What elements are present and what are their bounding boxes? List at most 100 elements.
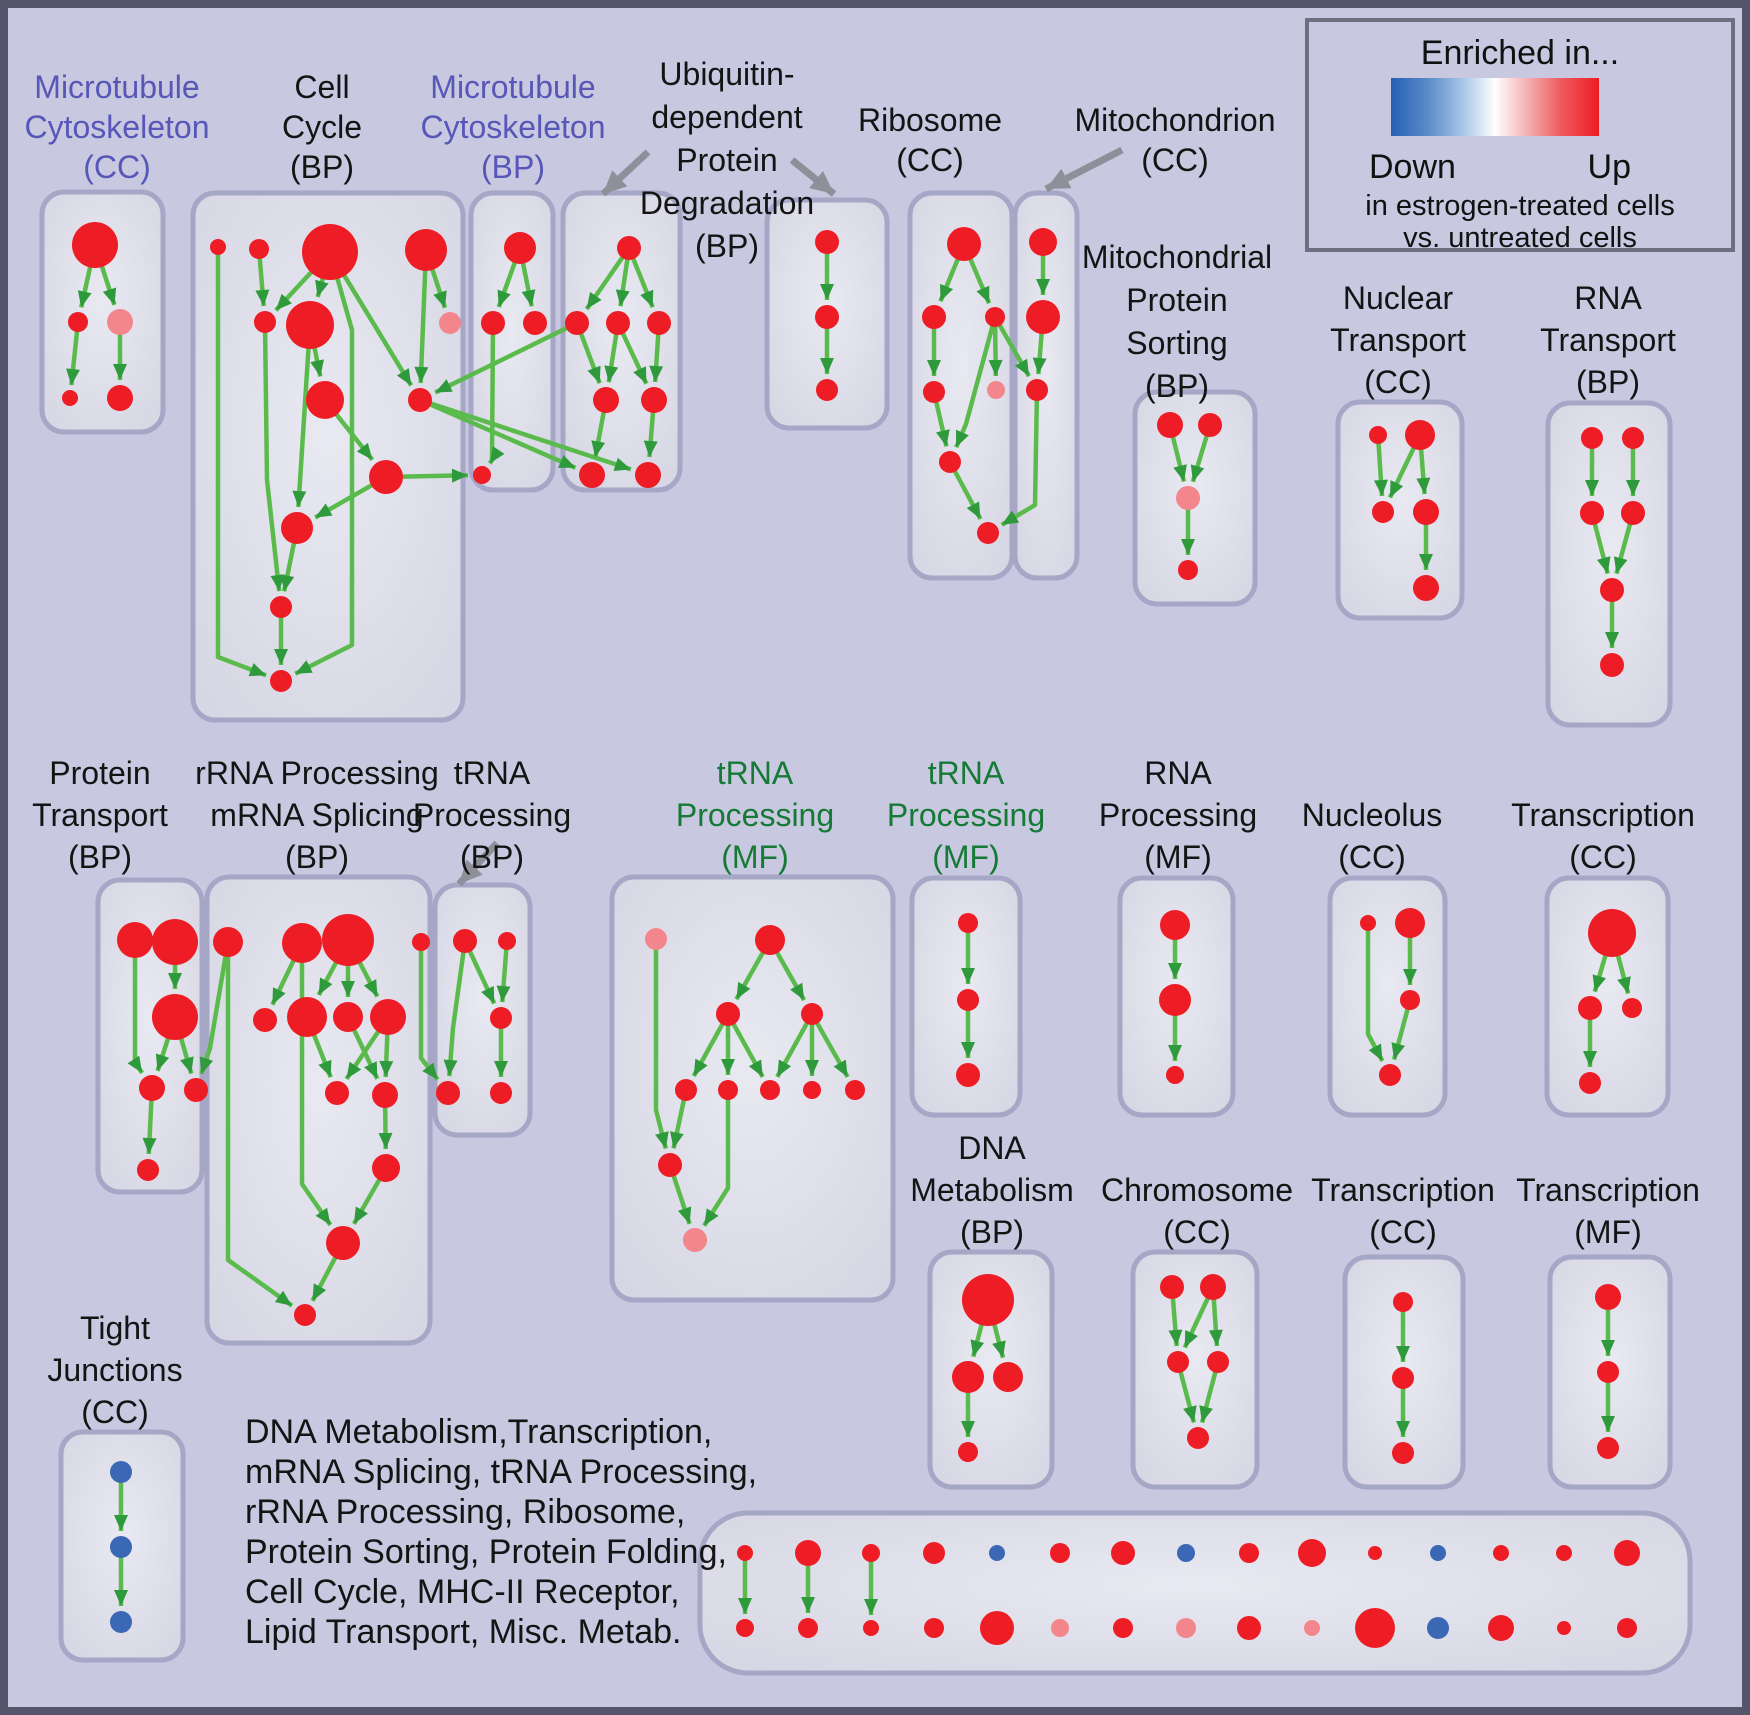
gene-node-C3: [302, 224, 358, 280]
bottom-strip-node-bottom-11: [1427, 1617, 1449, 1639]
gene-node-U1: [617, 236, 641, 260]
bottom-strip-node-bottom-9: [1304, 1620, 1320, 1636]
edge-G4-W4: [418, 942, 440, 1081]
gene-node-G2: [282, 923, 322, 963]
gene-node-Q3: [1580, 501, 1604, 525]
gene-node-A4: [62, 390, 78, 406]
edge-U2-C12: [434, 320, 578, 395]
gene-node-P1: [117, 922, 153, 958]
gene-node-R5: [987, 381, 1005, 399]
gene-node-U3: [606, 311, 630, 335]
gene-node-E4: [958, 1442, 978, 1462]
edge-N1-N3: [1373, 434, 1388, 497]
legend-subtitle-2: vs. untreated cells: [1403, 222, 1637, 254]
gene-node-C11: [270, 670, 292, 692]
gene-node-J2: [1392, 1367, 1414, 1389]
edge-C12-U7: [419, 397, 577, 470]
gene-node-J3: [1392, 1442, 1414, 1464]
gene-node-Q5: [1600, 578, 1624, 602]
gene-node-C10: [270, 596, 292, 618]
gene-node-G10: [372, 1082, 398, 1108]
gene-node-C8: [369, 460, 403, 494]
bottom-strip-node-top-4: [989, 1545, 1005, 1561]
gene-node-N5: [1413, 575, 1439, 601]
go-term-box-8: [1335, 399, 1465, 621]
gene-node-W3: [490, 1007, 512, 1029]
edge-C12-U8: [419, 397, 632, 472]
gene-node-F3: [110, 1611, 132, 1633]
gene-node-R3: [985, 307, 1005, 327]
gene-node-X8: [845, 1080, 865, 1100]
legend-box: Enriched in... Down Up in estrogen-treat…: [1305, 18, 1735, 254]
gene-node-P3: [152, 994, 198, 1040]
label-pointer-arrow-3: [456, 840, 500, 887]
cluster-annotation-text: DNA Metabolism,Transcription, mRNA Splic…: [245, 1413, 758, 1651]
bottom-strip-node-top-2: [862, 1544, 880, 1562]
gene-node-U6: [641, 387, 667, 413]
gene-node-E2: [952, 1361, 984, 1393]
gene-node-C4: [405, 229, 447, 271]
bottom-strip-node-top-5: [1050, 1543, 1070, 1563]
gene-node-D3: [1622, 998, 1642, 1018]
gene-node-S3: [1176, 486, 1200, 510]
bottom-strip-node-top-7: [1177, 1544, 1195, 1562]
edge-G1-G13: [225, 942, 294, 1308]
gene-node-Z3: [1166, 1066, 1184, 1084]
gene-node-X6: [760, 1080, 780, 1100]
gene-node-U7: [579, 462, 605, 488]
gene-node-Y1: [958, 913, 978, 933]
gene-node-W1: [453, 929, 477, 953]
gene-node-P4: [139, 1075, 165, 1101]
gene-node-Z2: [1159, 984, 1191, 1016]
gene-node-E3: [993, 1362, 1023, 1392]
gene-node-V1: [815, 230, 839, 254]
gene-node-M3: [523, 311, 547, 335]
gene-node-U4: [647, 311, 671, 335]
gene-node-R7: [977, 522, 999, 544]
bottom-strip-node-bottom-6: [1113, 1618, 1133, 1638]
gene-node-K1: [1595, 1284, 1621, 1310]
gene-node-M1: [504, 232, 536, 264]
gene-node-H1: [1160, 1275, 1184, 1299]
edge-M2-M4: [487, 322, 505, 465]
gene-node-CP: [439, 312, 461, 334]
label-pointer-arrow-1: [789, 157, 837, 197]
edge-R3-R6: [954, 316, 998, 449]
gene-node-N1: [1369, 426, 1387, 444]
gene-node-S4: [1178, 560, 1198, 580]
bottom-strip-node-bottom-14: [1617, 1618, 1637, 1638]
edge-C1-C11: [215, 247, 267, 678]
gene-node-C7: [306, 381, 344, 419]
gene-node-W4: [436, 1081, 460, 1105]
bottom-strip-node-bottom-7: [1176, 1618, 1196, 1638]
bottom-strip-node-top-10: [1368, 1546, 1382, 1560]
go-term-box-23: [697, 1510, 1693, 1676]
gene-node-T1: [1029, 228, 1057, 256]
go-term-box-16: [1327, 875, 1448, 1118]
edge-T3-R7: [1000, 389, 1040, 527]
edge-R3-T3: [993, 315, 1031, 378]
bottom-strip-node-bottom-5: [1051, 1619, 1069, 1637]
gene-node-C2: [249, 239, 269, 259]
gene-node-G12: [326, 1226, 360, 1260]
edge-A2-A4: [66, 321, 81, 386]
gene-node-Y2: [957, 989, 979, 1011]
gene-node-H3: [1167, 1351, 1189, 1373]
gene-node-A2: [68, 312, 88, 332]
edge-C5-C10: [262, 321, 285, 592]
edge-C3-C11: [294, 251, 355, 676]
bottom-strip-node-top-0: [737, 1545, 753, 1561]
nodes-layer: [62, 222, 1645, 1648]
label-pointer-arrow-0: [600, 149, 651, 197]
gene-node-W5: [490, 1082, 512, 1104]
bottom-strip-node-top-1: [795, 1540, 821, 1566]
edges-layer: [66, 242, 1640, 1615]
gene-node-G5: [253, 1008, 277, 1032]
edge-P1-P4: [127, 940, 145, 1075]
bottom-strip-node-top-14: [1614, 1540, 1640, 1566]
bottom-strip-node-bottom-13: [1557, 1621, 1571, 1635]
gene-node-Q4: [1621, 501, 1645, 525]
gene-node-E1: [962, 1274, 1014, 1326]
gene-node-M2: [481, 311, 505, 335]
